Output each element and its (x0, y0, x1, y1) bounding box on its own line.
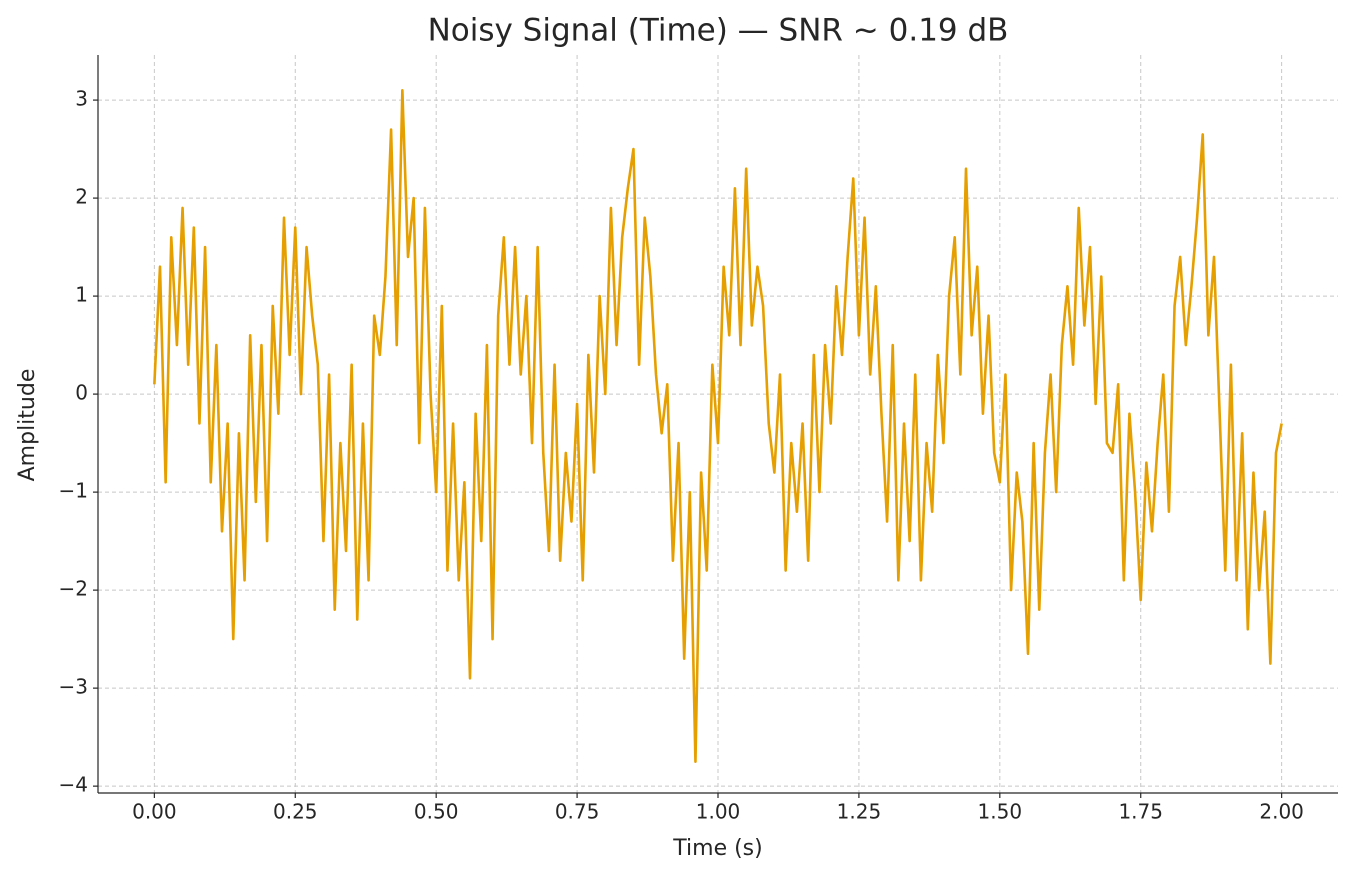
y-tick-label: −1 (59, 479, 88, 503)
signal-line (153, 88, 1283, 763)
x-tick-label: 0.25 (273, 800, 318, 824)
x-tick-label: 1.00 (696, 800, 741, 824)
y-tick-label: 1 (75, 283, 88, 307)
y-tick-label: 3 (75, 87, 88, 111)
y-tick-label: −3 (59, 675, 88, 699)
y-tick-label: −2 (59, 577, 88, 601)
y-tick-label: 0 (75, 381, 88, 405)
x-tick-label: 2.00 (1259, 800, 1304, 824)
x-tick-label: 1.25 (837, 800, 882, 824)
x-tick-label: 0.00 (132, 800, 177, 824)
x-tick-label: 1.50 (978, 800, 1023, 824)
x-axis-label: Time (s) (672, 836, 762, 861)
x-tick-label: 1.75 (1118, 800, 1163, 824)
y-tick-label: −4 (59, 773, 88, 797)
x-tick-label: 0.75 (555, 800, 600, 824)
y-tick-label: 2 (75, 185, 88, 209)
y-axis-label: Amplitude (15, 369, 40, 482)
chart-title: Noisy Signal (Time) — SNR ~ 0.19 dB (428, 13, 1009, 49)
x-tick-label: 0.50 (414, 800, 459, 824)
